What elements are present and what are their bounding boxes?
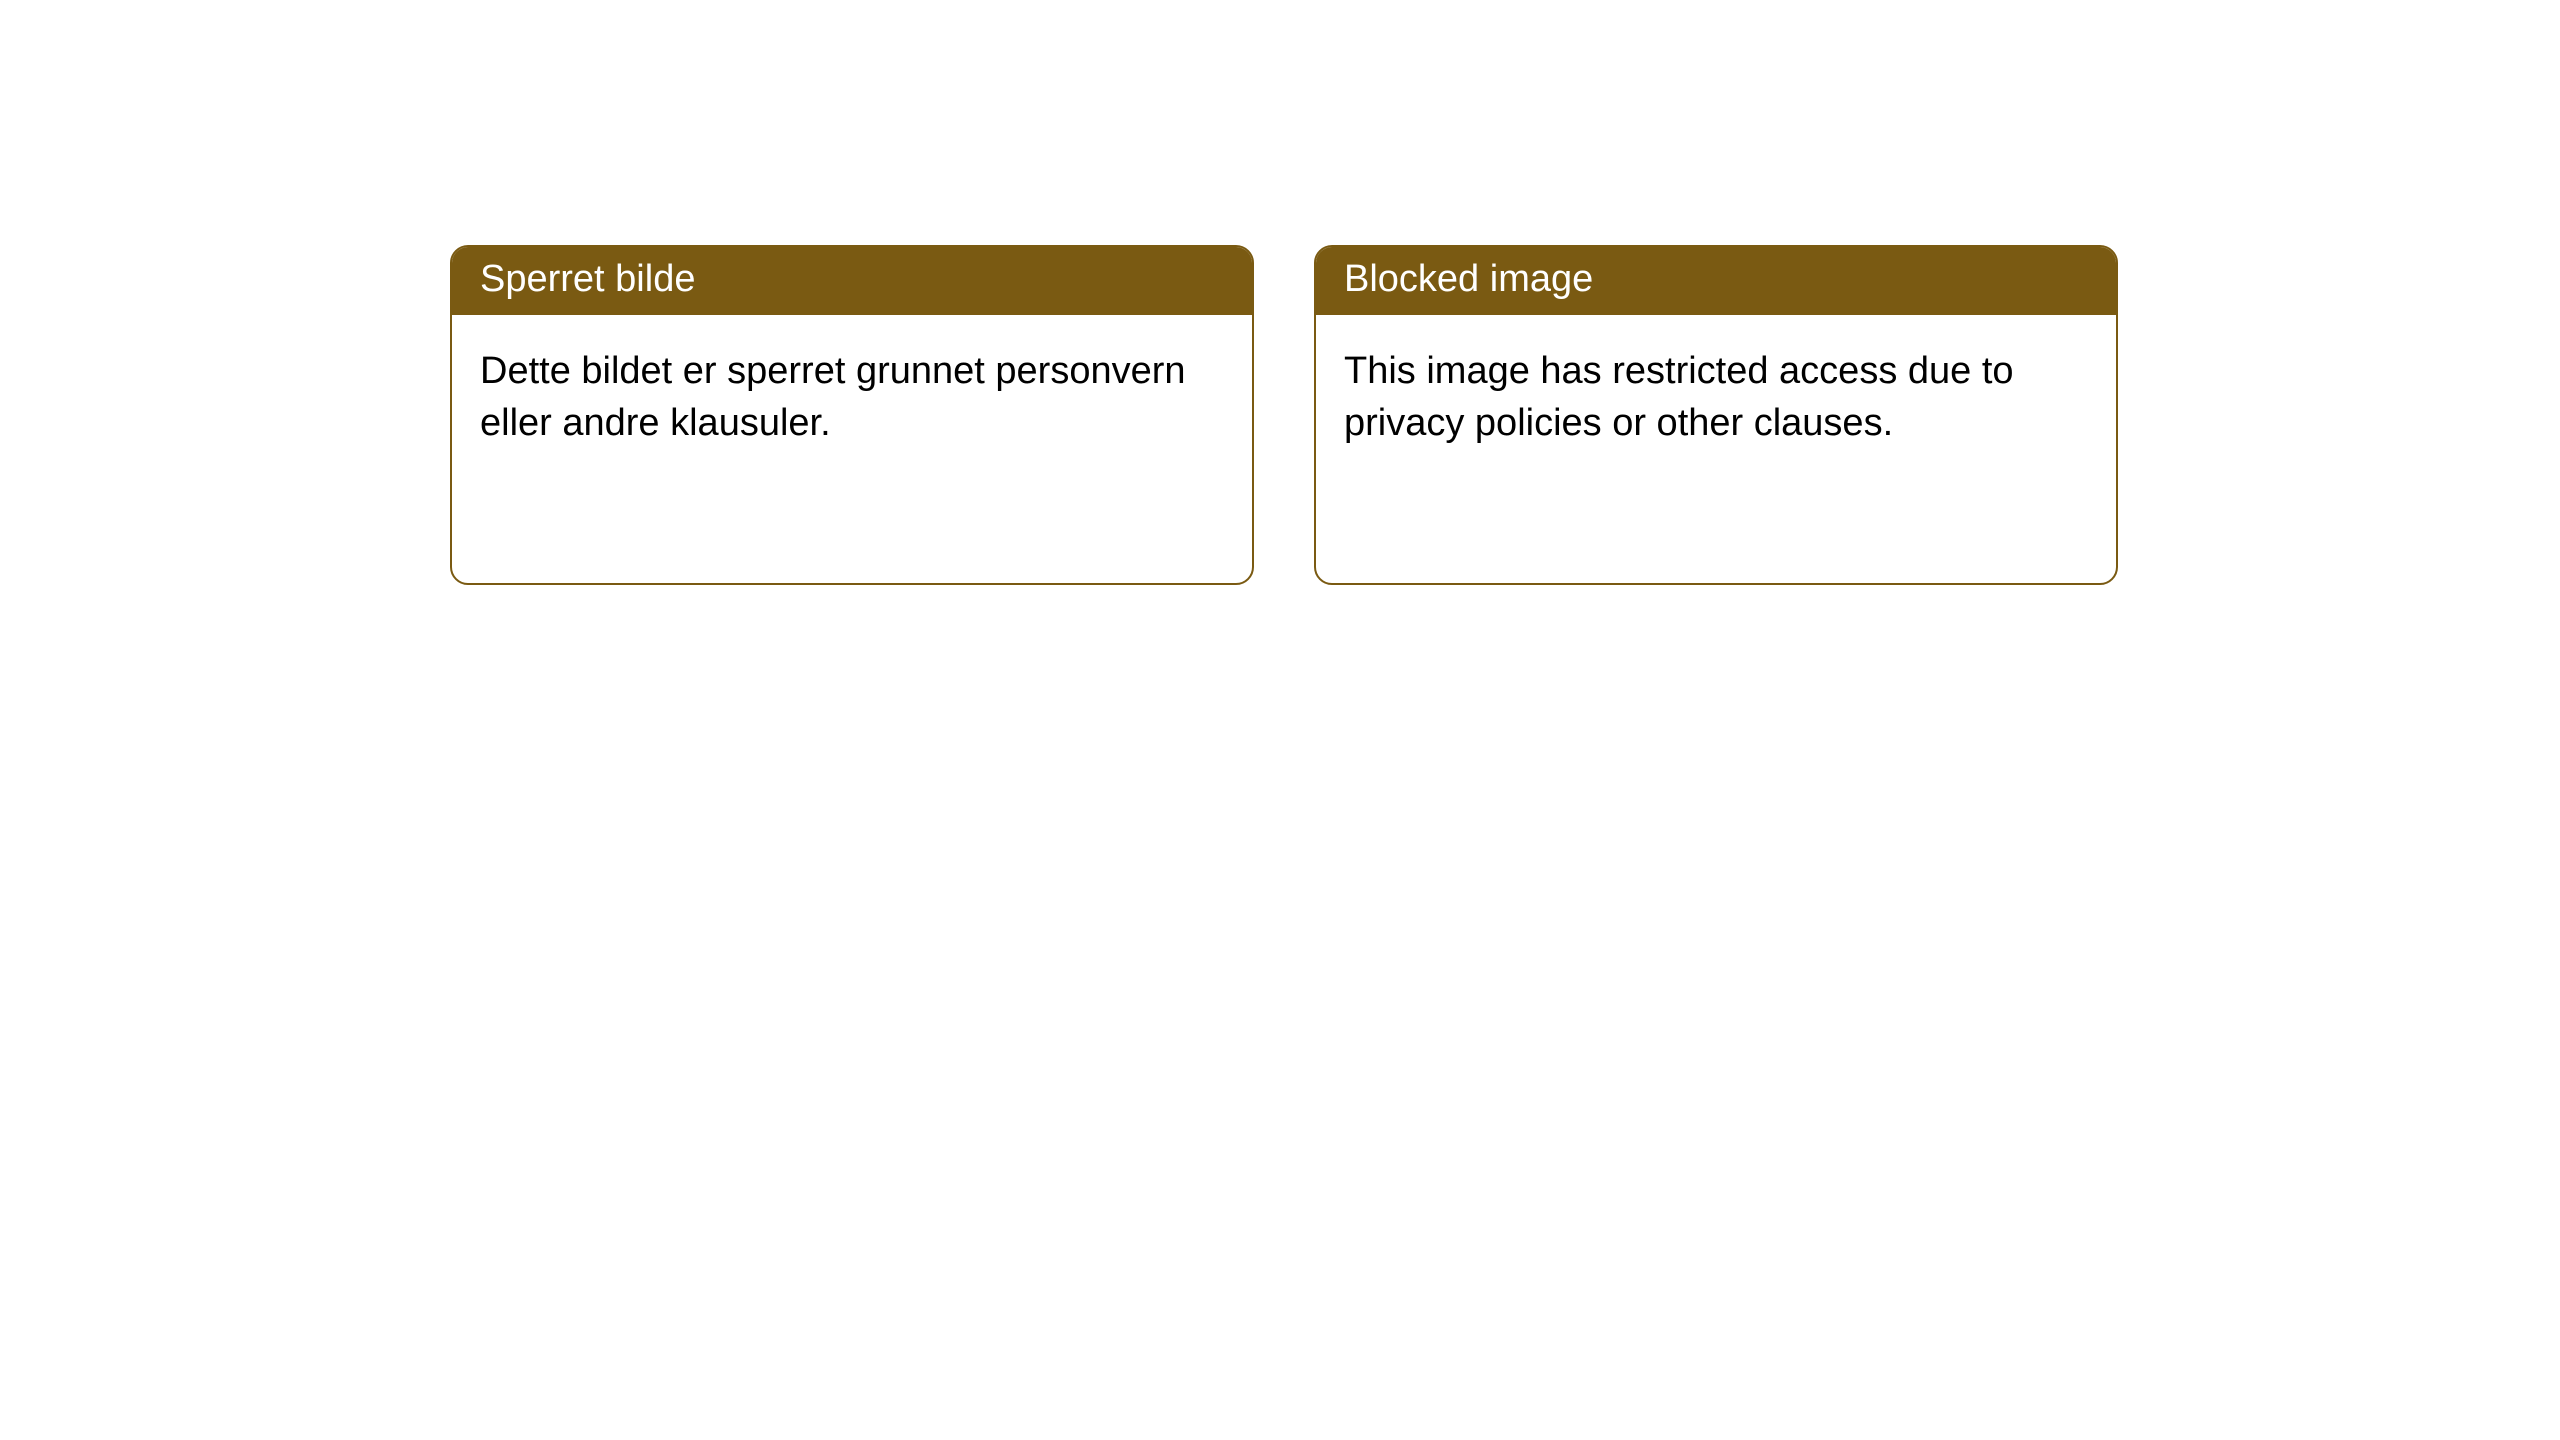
blocked-image-card-norwegian: Sperret bilde Dette bildet er sperret gr…	[450, 245, 1254, 585]
card-header-norwegian: Sperret bilde	[452, 247, 1252, 315]
card-body-english: This image has restricted access due to …	[1316, 315, 2116, 479]
card-header-english: Blocked image	[1316, 247, 2116, 315]
blocked-image-card-english: Blocked image This image has restricted …	[1314, 245, 2118, 585]
card-body-norwegian: Dette bildet er sperret grunnet personve…	[452, 315, 1252, 479]
blocked-image-notice-container: Sperret bilde Dette bildet er sperret gr…	[450, 245, 2118, 585]
